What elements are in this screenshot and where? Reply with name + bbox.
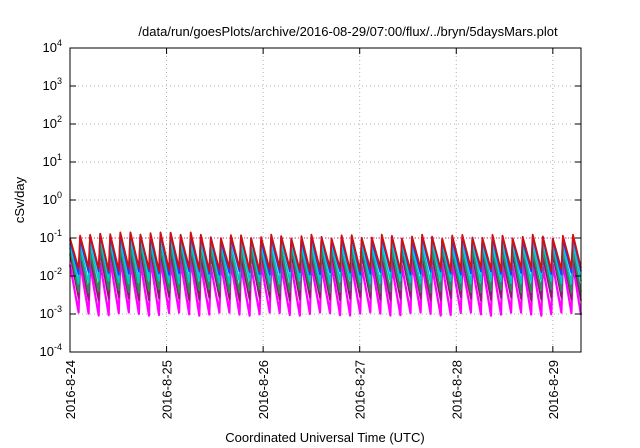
series-line bbox=[69, 243, 582, 294]
y-tick-label: 101 bbox=[43, 152, 62, 169]
series-line bbox=[68, 257, 583, 317]
y-tick-label: 104 bbox=[43, 38, 62, 55]
y-tick-label: 100 bbox=[43, 190, 62, 207]
y-tick-label: 10-2 bbox=[40, 266, 62, 283]
x-tick-label: 2016-8-24 bbox=[63, 360, 78, 419]
x-tick-label: 2016-8-29 bbox=[546, 360, 561, 419]
x-axis-label: Coordinated Universal Time (UTC) bbox=[225, 430, 424, 445]
y-tick-label: 102 bbox=[43, 114, 62, 131]
y-tick-label: 10-4 bbox=[40, 342, 62, 359]
x-tick-label: 2016-8-26 bbox=[256, 360, 271, 419]
y-tick-label: 10-1 bbox=[40, 228, 62, 245]
chart-title: /data/run/goesPlots/archive/2016-08-29/0… bbox=[138, 24, 558, 39]
y-tick-label: 10-3 bbox=[40, 304, 62, 321]
y-tick-label: 103 bbox=[43, 76, 62, 93]
series-line bbox=[69, 231, 582, 272]
x-tick-label: 2016-8-28 bbox=[449, 360, 464, 419]
series-group bbox=[68, 231, 583, 317]
y-axis-label: cSv/day bbox=[12, 176, 27, 223]
series-line bbox=[69, 237, 582, 285]
x-axis-ticks: 2016-8-24 2016-8-25 2016-8-26 2016-8-27 2016… bbox=[63, 48, 561, 419]
y-axis-ticks: 10-4 10-3 10-2 10-1 100 101 102 103 104 bbox=[40, 38, 581, 359]
x-tick-label: 2016-8-27 bbox=[353, 360, 368, 419]
series-line bbox=[69, 248, 582, 302]
x-tick-label: 2016-8-25 bbox=[160, 360, 175, 419]
